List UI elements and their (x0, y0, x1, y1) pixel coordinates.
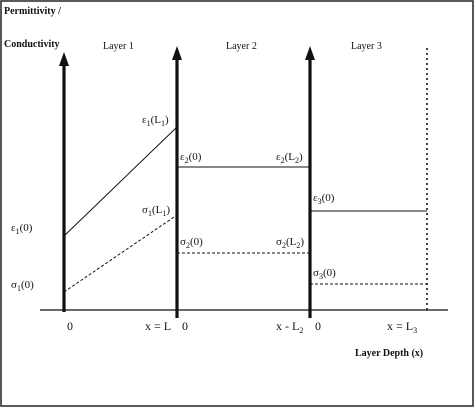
sigma-layer1-line (63, 214, 178, 293)
y-axis-title-line1: Permittivity / (4, 6, 61, 17)
x-tick-L2: x - L2 (276, 319, 303, 335)
x-axis-title: Layer Depth (x) (355, 348, 423, 359)
layer-3-heading: Layer 3 (351, 41, 382, 52)
label-sigma3-0: σ3(0) (313, 267, 336, 281)
y-axis-title-line2: Conductivity (4, 39, 60, 50)
x-tick-L1: x = L (145, 319, 171, 333)
label-sigma2-L2: σ2(L2) (276, 236, 304, 250)
interface-l1-arrowhead (172, 46, 182, 60)
x-tick-0-layer1: 0 (67, 319, 73, 333)
interface-l2-arrowhead (305, 46, 315, 60)
label-epsilon2-L2: ε2(L2) (276, 151, 303, 165)
x-tick-0-layer3: 0 (315, 319, 321, 333)
label-sigma1-L1: σ1(L1) (142, 204, 170, 218)
label-epsilon1-L1: ε1(L1) (142, 114, 169, 128)
x-tick-0-layer2: 0 (182, 319, 188, 333)
label-epsilon3-0: ε3(0) (313, 192, 335, 206)
label-sigma1-0: σ1(0) (11, 279, 34, 293)
label-epsilon1-0: ε1(0) (11, 222, 33, 236)
layer-2-heading: Layer 2 (226, 41, 257, 52)
y-axis-arrowhead (59, 52, 69, 66)
x-tick-L3: x = L3 (387, 319, 417, 335)
label-epsilon2-0: ε2(0) (180, 151, 202, 165)
epsilon-layer1-line (63, 126, 178, 237)
label-sigma2-0: σ2(0) (180, 236, 203, 250)
layer-1-heading: Layer 1 (103, 41, 134, 52)
